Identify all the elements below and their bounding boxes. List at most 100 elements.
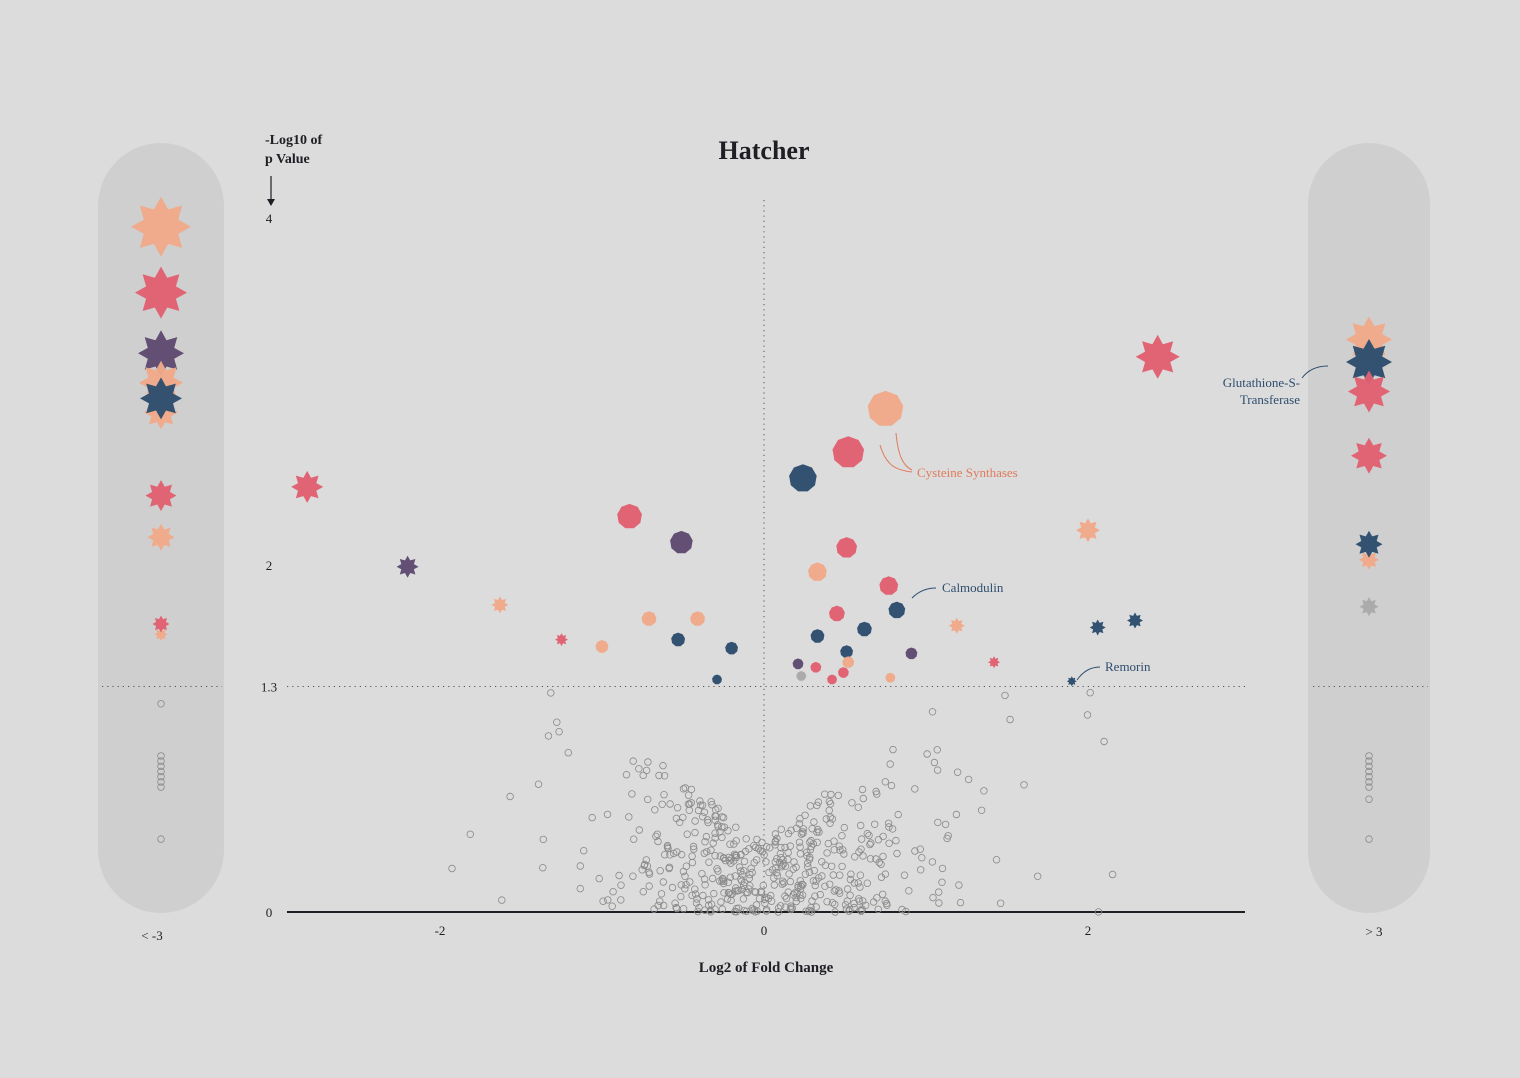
nonsignificant-point xyxy=(639,771,647,780)
nonsignificant-point xyxy=(784,848,792,857)
nonsignificant-point xyxy=(604,896,612,904)
nonsignificant-point xyxy=(652,832,660,841)
right-overflow-points xyxy=(1346,316,1392,617)
nonsignificant-point xyxy=(1006,715,1014,724)
significant-point xyxy=(491,596,509,614)
nonsignificant-point xyxy=(805,868,814,876)
nonsignificant-point xyxy=(622,771,631,779)
nonsignificant-point xyxy=(1100,737,1108,746)
nonsignificant-point xyxy=(787,905,795,914)
nonsignificant-point xyxy=(796,877,804,885)
nonsignificant-point xyxy=(693,895,701,903)
right-overflow-point xyxy=(1359,597,1379,617)
significant-point xyxy=(988,656,1000,669)
nonsignificant-point xyxy=(866,840,874,849)
nonsignificant-point xyxy=(603,810,612,819)
nonsignificant-point xyxy=(629,757,637,765)
nonsignificant-point xyxy=(776,902,785,910)
nonsignificant-point xyxy=(863,829,871,838)
nonsignificant-point xyxy=(748,868,756,877)
nonsignificant-point xyxy=(735,863,744,871)
nonsignificant-point xyxy=(708,801,716,809)
annotations: Cysteine Synthases Calmodulin Remorin Gluta… xyxy=(879,365,1329,681)
nonsignificant-point xyxy=(863,879,871,887)
nonsignificant-point xyxy=(821,861,830,869)
nonsignificant-point xyxy=(810,866,818,875)
right-overflow-nonsignificant-point xyxy=(1365,773,1373,781)
nonsignificant-point xyxy=(802,907,810,915)
nonsignificant-point xyxy=(787,902,795,910)
nonsignificant-point xyxy=(934,818,942,827)
nonsignificant-point xyxy=(711,852,719,860)
nonsignificant-point xyxy=(826,880,834,888)
nonsignificant-point xyxy=(996,899,1005,907)
significant-point xyxy=(867,390,904,426)
nonsignificant-point xyxy=(784,855,792,864)
nonsignificant-point xyxy=(828,899,837,907)
nonsignificant-point xyxy=(664,844,672,853)
nonsignificant-point xyxy=(700,849,708,857)
left-overflow-nonsignificant-point xyxy=(157,757,165,765)
nonsignificant-point xyxy=(813,838,821,847)
nonsignificant-point xyxy=(835,887,843,895)
nonsignificant-point xyxy=(628,790,636,798)
nonsignificant-point xyxy=(658,800,666,808)
nonsignificant-point xyxy=(629,872,637,880)
nonsignificant-point xyxy=(806,906,814,915)
nonsignificant-point xyxy=(796,843,804,851)
nonsignificant-point xyxy=(580,847,588,855)
nonsignificant-point xyxy=(801,870,810,878)
nonsignificant-point xyxy=(771,837,780,845)
nonsignificant-point xyxy=(656,897,664,905)
nonsignificant-point xyxy=(887,781,896,790)
nonsignificant-point xyxy=(659,761,667,770)
nonsignificant-point xyxy=(727,890,735,899)
x-tick-label: 0 xyxy=(761,923,768,938)
right-overflow-nonsignificant-point xyxy=(1365,835,1373,843)
nonsignificant-point xyxy=(816,890,824,899)
nonsignificant-point xyxy=(720,854,728,863)
nonsignificant-point xyxy=(685,806,693,814)
nonsignificant-point xyxy=(865,831,873,840)
right-overflow-point xyxy=(1355,530,1383,558)
nonsignificant-point xyxy=(888,825,897,833)
nonsignificant-point xyxy=(733,887,741,895)
nonsignificant-point xyxy=(770,874,778,882)
nonsignificant-point xyxy=(845,907,853,915)
nonsignificant-point xyxy=(786,842,794,850)
nonsignificant-point xyxy=(881,897,889,905)
nonsignificant-point xyxy=(928,858,937,866)
nonsignificant-point xyxy=(739,895,748,903)
significant-point xyxy=(829,605,845,622)
significant-point xyxy=(712,674,722,685)
significant-point xyxy=(1089,619,1106,636)
nonsignificant-point xyxy=(681,872,689,880)
nonsignificant-point xyxy=(694,907,702,916)
nonsignificant-point xyxy=(923,750,931,758)
right-overflow-point xyxy=(1346,339,1392,385)
nonsignificant-point xyxy=(866,855,875,863)
nonsignificant-point xyxy=(691,890,700,898)
nonsignificant-point xyxy=(778,880,786,888)
nonsignificant-point xyxy=(732,853,740,862)
left-overflow-point xyxy=(152,615,170,633)
nonsignificant-point xyxy=(938,878,946,886)
nonsignificant-point xyxy=(692,899,701,907)
nonsignificant-point xyxy=(828,815,837,823)
nonsignificant-point xyxy=(829,871,837,879)
nonsignificant-point xyxy=(553,718,561,726)
nonsignificant-point xyxy=(781,862,790,870)
nonsignificant-point xyxy=(732,823,740,831)
nonsignificant-point xyxy=(588,813,596,822)
nonsignificant-point xyxy=(642,766,651,775)
nonsignificant-point xyxy=(576,884,584,893)
annotation-leader xyxy=(1301,365,1329,379)
significant-point xyxy=(885,672,896,683)
nonsignificant-point xyxy=(911,847,919,855)
nonsignificant-point xyxy=(900,871,909,879)
nonsignificant-point xyxy=(840,823,848,832)
nonsignificant-point xyxy=(771,858,779,866)
nonsignificant-point xyxy=(774,908,782,916)
nonsignificant-point xyxy=(855,895,863,903)
nonsignificant-point xyxy=(867,839,875,847)
